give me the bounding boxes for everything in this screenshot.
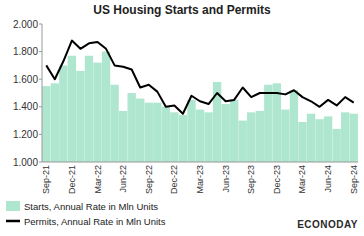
bar [187, 100, 195, 162]
x-tick-label: Jun-22 [118, 165, 128, 193]
bar [196, 110, 204, 162]
bar [127, 93, 135, 162]
x-tick-label: Mar-22 [93, 165, 103, 194]
marks [42, 41, 358, 162]
bar [51, 83, 59, 162]
bar [68, 56, 76, 162]
bar [110, 85, 118, 162]
bar [221, 104, 229, 162]
bar [307, 114, 315, 162]
x-tick-label: Jun-23 [221, 165, 231, 193]
y-tick-label: 1.600 [13, 74, 38, 85]
x-tick-label: Dec-22 [169, 165, 179, 194]
legend-label: Starts, Annual Rate in Mln Units [24, 201, 158, 212]
x-axis [42, 162, 358, 163]
bar [204, 112, 212, 162]
chart: US Housing Starts and Permits 1.000 1.200 1… [0, 0, 364, 236]
bar [298, 122, 306, 162]
bar [350, 114, 358, 162]
bar [170, 112, 178, 162]
bar [76, 71, 84, 162]
bar [119, 111, 127, 162]
x-tick-label: Dec-23 [272, 165, 282, 194]
bar [264, 85, 272, 162]
bar [324, 116, 332, 162]
x-tick-label: Mar-23 [195, 165, 205, 194]
y-tick-label: 1.000 [13, 157, 38, 168]
x-tick-label: Sep-21 [41, 165, 51, 194]
x-tick-label: Jun-24 [323, 165, 333, 193]
y-axis [42, 24, 43, 162]
bar [256, 111, 264, 162]
bar [341, 112, 349, 162]
x-tick-label: Mar-24 [297, 165, 307, 194]
bar [281, 110, 289, 162]
bar [42, 86, 50, 162]
x-tick-label: Sep-22 [144, 165, 154, 194]
bar [315, 119, 323, 162]
bar [145, 103, 153, 162]
bar [85, 56, 93, 162]
x-tick-label: Dec-21 [67, 165, 77, 194]
bar [179, 115, 187, 162]
x-tick-label: Sep-24 [349, 165, 359, 194]
bar [93, 63, 101, 162]
bar [162, 107, 170, 162]
x-tick-label: Sep-23 [246, 165, 256, 194]
bar [247, 112, 255, 162]
bar [290, 90, 298, 162]
line [46, 41, 353, 114]
y-tick-label: 1.200 [13, 129, 38, 140]
legend-label: Permits, Annual Rate in Mln Units [24, 216, 166, 227]
bar [59, 65, 67, 162]
bar [273, 83, 281, 162]
y-tick-label: 1.400 [13, 101, 38, 112]
title: US Housing Starts and Permits [93, 3, 271, 17]
bar [230, 100, 238, 162]
bar [136, 99, 144, 162]
legend-swatch [6, 201, 20, 211]
bar [153, 103, 161, 162]
y-tick-label: 1.800 [13, 46, 38, 57]
bar [102, 52, 110, 162]
logo: ECONODAY [297, 219, 358, 230]
y-tick-label: 2.000 [13, 19, 38, 30]
legend-swatch [6, 220, 20, 223]
bar [332, 129, 340, 162]
bar [239, 121, 247, 162]
